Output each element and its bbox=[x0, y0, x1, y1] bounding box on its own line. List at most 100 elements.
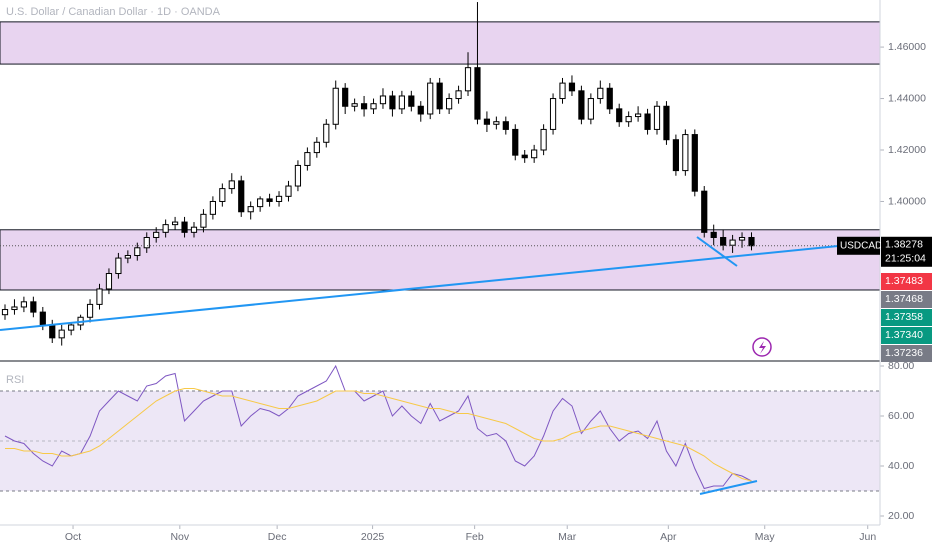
candle-body bbox=[351, 103, 358, 107]
candle-body bbox=[720, 236, 727, 246]
candle-body bbox=[58, 329, 65, 339]
last-price-label: 1.38278 bbox=[885, 239, 923, 251]
price-badge-label: 1.37483 bbox=[885, 275, 923, 287]
candle-body bbox=[549, 98, 557, 130]
y-tick-label: 1.40000 bbox=[888, 195, 926, 207]
candle-body bbox=[729, 239, 736, 246]
candle-body bbox=[257, 198, 264, 208]
price-badge bbox=[881, 273, 932, 290]
candle-body bbox=[162, 224, 169, 233]
candle-body bbox=[96, 288, 103, 305]
candle-body bbox=[313, 141, 320, 154]
candle-body bbox=[200, 213, 207, 228]
chart-title: U.S. Dollar / Canadian Dollar · 1D · OAN… bbox=[6, 6, 221, 18]
candle-body bbox=[39, 311, 46, 326]
x-tick-label: Oct bbox=[65, 531, 81, 543]
candle-body bbox=[11, 306, 18, 311]
candle-body bbox=[682, 134, 689, 172]
candle-body bbox=[559, 82, 566, 100]
y-tick-label: 1.44000 bbox=[888, 92, 926, 104]
candle-body bbox=[228, 180, 235, 190]
price-badge bbox=[881, 291, 932, 308]
price-badge bbox=[881, 309, 932, 326]
rsi-background bbox=[0, 390, 880, 492]
candle-body bbox=[266, 198, 273, 202]
grid: 1.40000 1.42000 1.44000 1.46000 20.00 40.00 60… bbox=[65, 41, 926, 543]
candle-body bbox=[304, 152, 311, 166]
candle-body bbox=[190, 226, 198, 233]
candle-body bbox=[332, 87, 339, 125]
y-tick-label: 80.00 bbox=[888, 360, 914, 372]
trend-line bbox=[0, 245, 839, 331]
candle-body bbox=[578, 90, 585, 120]
candle-body bbox=[209, 200, 216, 215]
candle-body bbox=[408, 95, 415, 107]
candle-body bbox=[219, 188, 226, 202]
candle-body bbox=[275, 195, 283, 202]
candle-body bbox=[710, 231, 717, 238]
candle-body bbox=[644, 113, 651, 130]
candle-body bbox=[427, 82, 434, 115]
y-tick-label: 1.46000 bbox=[888, 41, 926, 53]
y-tick-label: 40.00 bbox=[888, 460, 914, 472]
rsi-line bbox=[5, 388, 752, 482]
candle-body bbox=[691, 134, 698, 192]
alert-icon[interactable] bbox=[752, 337, 772, 357]
countdown-label: 21:25:04 bbox=[885, 253, 926, 265]
symbol-badge bbox=[837, 236, 880, 255]
candle-body bbox=[124, 255, 131, 259]
price-badge-label: 1.37340 bbox=[885, 329, 923, 341]
candle-body bbox=[625, 116, 632, 123]
x-tick-label: Feb bbox=[466, 531, 484, 543]
candle-body bbox=[342, 87, 349, 107]
candle-body bbox=[672, 139, 679, 172]
x-tick-label: May bbox=[755, 531, 776, 543]
candle-body bbox=[153, 231, 160, 238]
candle-body bbox=[86, 303, 94, 318]
candle-body bbox=[748, 236, 755, 247]
candle-body bbox=[323, 123, 330, 143]
candle-body bbox=[171, 221, 179, 226]
alert-icon-bolt bbox=[759, 341, 766, 354]
y-tick-label: 60.00 bbox=[888, 410, 914, 422]
rsi-trend-line bbox=[699, 480, 758, 495]
candle-body bbox=[540, 128, 547, 151]
candle-body bbox=[398, 95, 405, 110]
candle-body bbox=[247, 206, 254, 213]
candle-body bbox=[68, 324, 75, 331]
candle-body bbox=[436, 82, 443, 110]
candle-body bbox=[446, 98, 453, 110]
symbol-label: USDCAD bbox=[840, 240, 882, 251]
candle-body bbox=[105, 273, 113, 290]
candle-body bbox=[238, 180, 245, 213]
zone bbox=[0, 21, 881, 65]
x-tick-label: Dec bbox=[268, 531, 287, 543]
candle-body bbox=[285, 185, 292, 197]
candle-body bbox=[115, 257, 122, 275]
x-tick-label: Jun bbox=[859, 531, 876, 543]
candle-body bbox=[493, 121, 500, 125]
price-badge bbox=[881, 327, 932, 344]
candle-body bbox=[483, 118, 491, 125]
rsi-title: RSI bbox=[6, 374, 24, 386]
candle-body bbox=[417, 105, 424, 115]
candle-body bbox=[635, 113, 642, 118]
candle-body bbox=[1, 309, 9, 316]
candle-body bbox=[181, 221, 188, 233]
trend-line bbox=[696, 236, 738, 267]
candle-body bbox=[389, 95, 396, 110]
candle-body bbox=[20, 301, 28, 308]
x-tick-label: Apr bbox=[660, 531, 677, 543]
candle-body bbox=[606, 87, 613, 110]
candle-body bbox=[663, 105, 670, 141]
candle-body bbox=[134, 247, 141, 257]
candle-body bbox=[474, 67, 481, 120]
candle-body bbox=[738, 236, 746, 241]
x-tick-label: 2025 bbox=[361, 531, 385, 543]
y-tick-label: 20.00 bbox=[888, 510, 914, 522]
candle-body bbox=[521, 154, 528, 159]
candle-body bbox=[502, 121, 509, 130]
x-tick-label: Mar bbox=[558, 531, 577, 543]
candle-body bbox=[653, 105, 661, 130]
